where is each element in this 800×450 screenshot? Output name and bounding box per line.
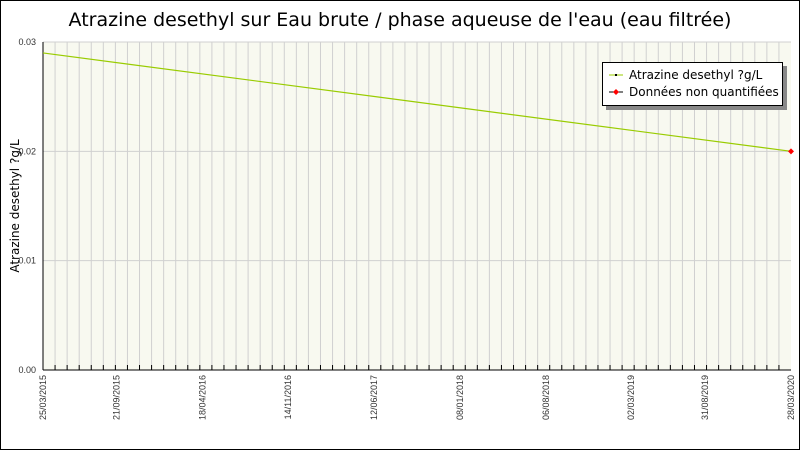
series-line	[42, 52, 792, 152]
x-tick-label: 06/08/2018	[541, 375, 551, 420]
legend-label-non-quantified: Données non quantifiées	[629, 85, 779, 99]
legend-label-series: Atrazine desethyl ?g/L	[629, 68, 763, 82]
x-tick-label: 14/11/2016	[283, 375, 293, 419]
legend: Atrazine desethyl ?g/L Données non quant…	[602, 62, 783, 106]
y-axis-label: Atrazine desethyl ?g/L	[8, 139, 22, 273]
x-tick-label: 21/09/2015	[112, 375, 122, 420]
legend-item-series: Atrazine desethyl ?g/L	[609, 67, 762, 83]
x-tick-label: 25/03/2015	[38, 375, 48, 420]
x-tick-label: 08/01/2018	[455, 375, 465, 420]
x-tick-label: 12/06/2017	[369, 375, 379, 420]
x-tick-label: 02/03/2019	[626, 375, 636, 420]
y-tick-label: 0.01	[18, 256, 36, 266]
y-tick-label: 0.02	[18, 146, 36, 156]
non-quantified-marker	[788, 148, 794, 155]
legend-item-non-quantified: Données non quantifiées	[609, 84, 779, 100]
legend-swatch-line	[609, 68, 623, 84]
y-tick-label: 0.03	[18, 37, 36, 47]
x-tick-label: 31/08/2019	[700, 375, 710, 420]
legend-swatch-red	[609, 85, 623, 101]
chart-title: Atrazine desethyl sur Eau brute / phase …	[68, 9, 732, 31]
x-tick-label: 18/04/2016	[197, 375, 207, 420]
y-tick-label: 0.00	[18, 365, 36, 375]
x-tick-label: 28/03/2020	[786, 375, 796, 420]
